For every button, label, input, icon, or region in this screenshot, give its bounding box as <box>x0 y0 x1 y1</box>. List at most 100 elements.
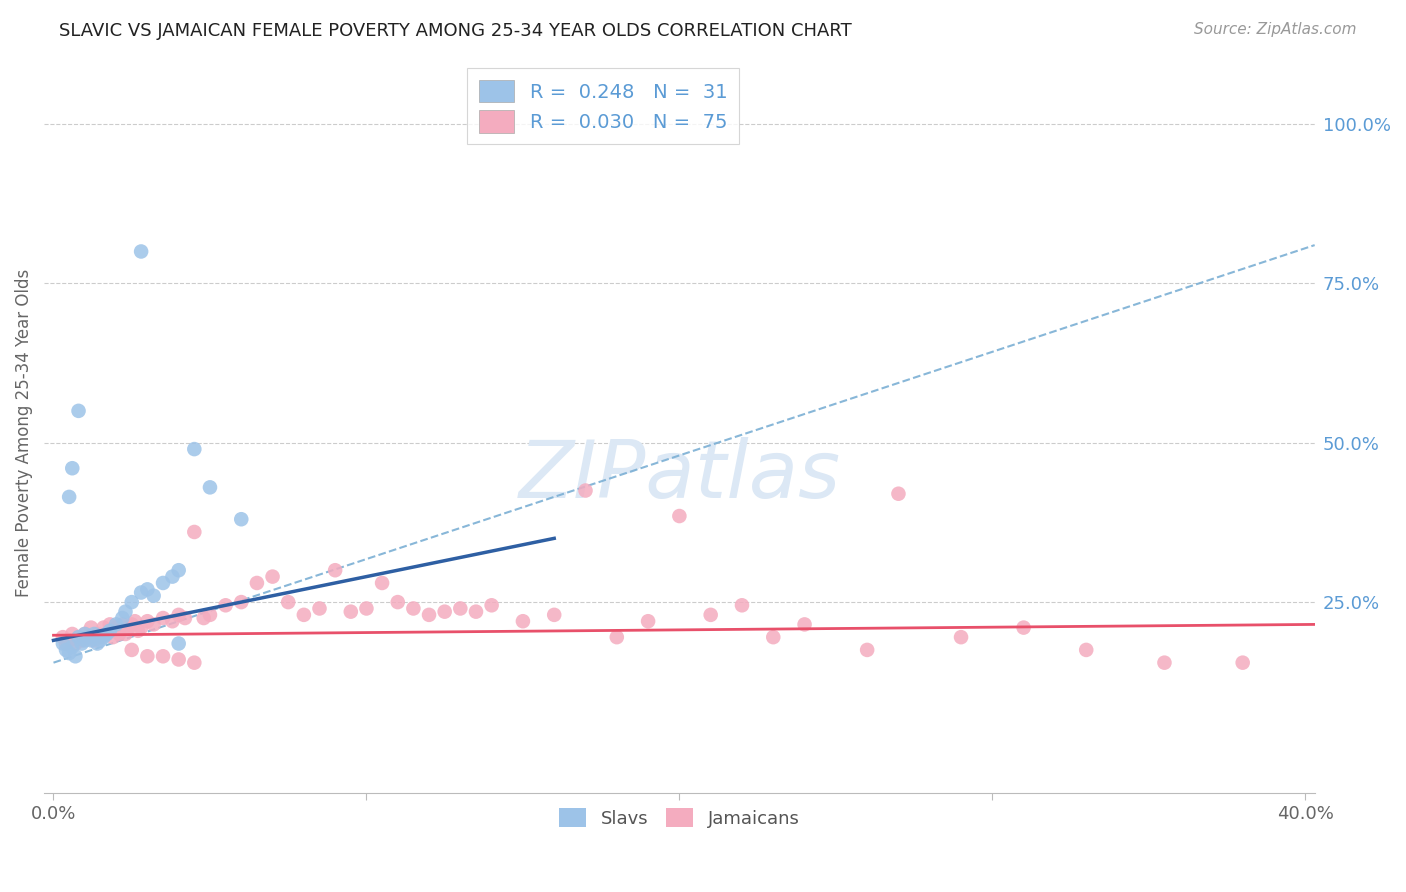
Legend: Slavs, Jamaicans: Slavs, Jamaicans <box>553 801 807 835</box>
Point <box>162 614 184 628</box>
Point <box>1153 656 1175 670</box>
Point <box>127 624 149 638</box>
Point <box>89 630 111 644</box>
Point <box>55 643 77 657</box>
Point <box>183 442 205 456</box>
Point <box>699 607 721 622</box>
Point <box>339 605 361 619</box>
Point <box>637 614 659 628</box>
Point <box>323 563 346 577</box>
Point <box>114 627 136 641</box>
Point <box>481 599 503 613</box>
Point <box>856 643 879 657</box>
Point <box>512 614 534 628</box>
Point <box>83 633 105 648</box>
Point <box>1232 656 1254 670</box>
Point <box>55 636 77 650</box>
Text: Source: ZipAtlas.com: Source: ZipAtlas.com <box>1194 22 1357 37</box>
Point <box>950 630 973 644</box>
Text: SLAVIC VS JAMAICAN FEMALE POVERTY AMONG 25-34 YEAR OLDS CORRELATION CHART: SLAVIC VS JAMAICAN FEMALE POVERTY AMONG … <box>59 22 852 40</box>
Point <box>98 617 121 632</box>
Point <box>96 627 118 641</box>
Point <box>70 636 93 650</box>
Point <box>52 636 75 650</box>
Point <box>449 601 471 615</box>
Point <box>98 624 121 638</box>
Point <box>231 512 253 526</box>
Point <box>152 611 174 625</box>
Point <box>465 605 488 619</box>
Point <box>231 595 253 609</box>
Point <box>668 509 690 524</box>
Point <box>93 621 115 635</box>
Point <box>574 483 596 498</box>
Point <box>105 617 128 632</box>
Point <box>73 633 96 648</box>
Point <box>58 646 80 660</box>
Point <box>167 563 190 577</box>
Point <box>142 617 165 632</box>
Point <box>111 617 134 632</box>
Point <box>108 627 131 641</box>
Point <box>167 607 190 622</box>
Point <box>73 627 96 641</box>
Point <box>174 611 197 625</box>
Point <box>136 649 159 664</box>
Point <box>73 627 96 641</box>
Point <box>136 582 159 597</box>
Point <box>70 633 93 648</box>
Point <box>198 607 221 622</box>
Point <box>152 649 174 664</box>
Point <box>887 487 910 501</box>
Point <box>124 614 146 628</box>
Point <box>183 524 205 539</box>
Point <box>167 652 190 666</box>
Point <box>308 601 330 615</box>
Point <box>77 630 100 644</box>
Point <box>105 621 128 635</box>
Point <box>198 480 221 494</box>
Point <box>67 404 90 418</box>
Point <box>58 490 80 504</box>
Point <box>262 569 284 583</box>
Point <box>543 607 565 622</box>
Point <box>418 607 440 622</box>
Point <box>77 630 100 644</box>
Point <box>162 569 184 583</box>
Point <box>93 630 115 644</box>
Point <box>402 601 425 615</box>
Point <box>292 607 315 622</box>
Point <box>83 627 105 641</box>
Point <box>67 630 90 644</box>
Point <box>60 461 83 475</box>
Point <box>371 576 394 591</box>
Point <box>80 621 103 635</box>
Point <box>129 244 152 259</box>
Point <box>1012 621 1035 635</box>
Point <box>246 576 269 591</box>
Point <box>60 627 83 641</box>
Point <box>96 627 118 641</box>
Point <box>121 617 143 632</box>
Point <box>387 595 409 609</box>
Point <box>214 599 236 613</box>
Point <box>152 576 174 591</box>
Point <box>114 605 136 619</box>
Point <box>142 589 165 603</box>
Point <box>277 595 299 609</box>
Point <box>86 636 108 650</box>
Point <box>67 630 90 644</box>
Point <box>60 640 83 654</box>
Point <box>65 649 87 664</box>
Point <box>793 617 815 632</box>
Point <box>80 633 103 648</box>
Point <box>1076 643 1098 657</box>
Point <box>101 630 124 644</box>
Point <box>762 630 785 644</box>
Point <box>606 630 628 644</box>
Point <box>183 656 205 670</box>
Point <box>111 611 134 625</box>
Point <box>167 636 190 650</box>
Point <box>121 643 143 657</box>
Point <box>65 636 87 650</box>
